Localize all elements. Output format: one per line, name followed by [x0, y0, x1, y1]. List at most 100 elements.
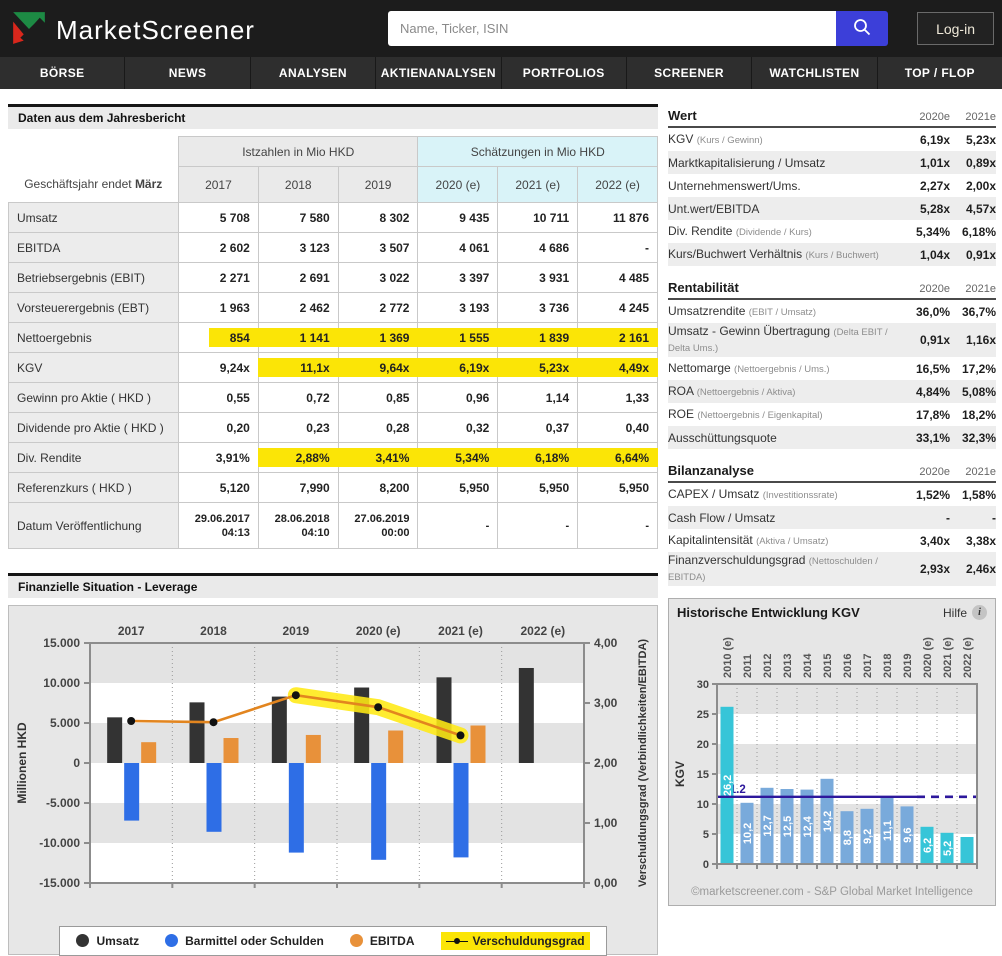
- nav-item-aktienanalysen[interactable]: AKTIENANALYSEN: [376, 57, 502, 89]
- x-tick-label: 2021 (e): [438, 624, 483, 638]
- side-row-value: 17,2%: [961, 361, 996, 376]
- cell-value: 7,990: [257, 472, 339, 503]
- cell-value: 6,19x: [417, 352, 499, 383]
- nav-item-portfolios[interactable]: PORTFOLIOS: [502, 57, 627, 89]
- y-left-tick: 5.000: [50, 716, 80, 730]
- row-label: EBITDA: [8, 232, 179, 263]
- bar-EBITDA: [223, 738, 239, 763]
- nav-item-b-rse[interactable]: BÖRSE: [0, 57, 126, 89]
- side-row-label: Finanzverschuldungsgrad (Nettoschulden /…: [668, 553, 878, 583]
- search-input[interactable]: [388, 11, 836, 46]
- highlight-marker: [417, 328, 499, 347]
- cell-value: 3 736: [497, 292, 579, 323]
- search-button[interactable]: [836, 11, 888, 46]
- side-row-value: -: [992, 510, 996, 525]
- side-row-label: Umsatzrendite (EBIT / Umsatz): [668, 303, 817, 318]
- nav-item-news[interactable]: NEWS: [125, 57, 251, 89]
- cell-value: 11 876: [577, 202, 658, 233]
- kgv-bar: [780, 789, 794, 864]
- side-table-row: ROA (Nettoergebnis / Aktiva) 4,84% 5,08%: [668, 380, 996, 403]
- nav-item-analysen[interactable]: ANALYSEN: [251, 57, 377, 89]
- cell-value: 6,18%: [497, 442, 579, 473]
- side-row-value: -: [946, 510, 950, 525]
- side-table-row: Kapitalintensität (Aktiva / Umsatz) 3,40x…: [668, 529, 996, 552]
- login-button[interactable]: Log-in: [917, 12, 994, 45]
- help-link[interactable]: Hilfe: [942, 605, 967, 620]
- cell-value: -: [497, 502, 579, 549]
- cell-value: 1 369: [337, 322, 419, 353]
- year-header: 2017: [178, 166, 259, 203]
- y-tick-label: 10: [697, 799, 709, 811]
- side-row-value: 0,91x: [919, 333, 950, 347]
- nav-item-top-flop[interactable]: TOP / FLOP: [904, 66, 975, 80]
- y-tick-label: 5: [703, 829, 709, 841]
- y-left-tick: -5.000: [46, 796, 80, 810]
- kgv-history-chart: 2010 (e) 2011 2012 2013 2014 2015 2016 2017 2018…: [673, 637, 978, 871]
- legend-line-dot-icon: [445, 938, 468, 945]
- kgv-history-panel: Historische Entwicklung KGV Hilfe i 2010…: [668, 598, 996, 906]
- bar-Barmittel oder Schulden: [453, 763, 469, 858]
- cell-value: 0,40: [577, 412, 658, 443]
- cell-value: 0,28: [337, 412, 419, 443]
- year-header-row: Geschäftsjahr endet März 2017 2018 2019 202…: [8, 166, 658, 203]
- legend-item-barmittel-oder-schulden: Barmittel oder Schulden: [165, 934, 324, 948]
- highlight-marker: [337, 448, 419, 467]
- side-row-value: 5,08%: [961, 384, 996, 399]
- group-estimate-header: Schätzungen in Mio HKD: [417, 136, 658, 167]
- year-header: 2022 (e): [577, 166, 658, 203]
- cell-value: 1 555: [417, 322, 499, 353]
- marketscreener-logo[interactable]: MarketScreener: [10, 9, 255, 52]
- side-table-row: Kurs/Buchwert Verhältnis (Kurs / Buchwer…: [668, 243, 996, 266]
- side-table-row: Nettomarge (Nettoergebnis / Ums.) 16,5% 17…: [668, 357, 996, 380]
- x-tick-label: 2018: [200, 624, 227, 638]
- bar-EBITDA: [470, 725, 486, 763]
- side-table-title: Bilanzanalyse: [668, 463, 754, 478]
- cell-value: 1 141: [257, 322, 339, 353]
- y-left-tick: 15.000: [43, 636, 80, 650]
- cell-value: -: [417, 502, 499, 549]
- side-table-row: Ausschüttungsquote 33,1% 32,3%: [668, 426, 996, 449]
- kgv-bar: [940, 832, 954, 864]
- leverage-chart-panel: 2017 2018 2019 2020 (e) 2021 (e) 2022 (e) -15.…: [8, 605, 658, 956]
- cell-value: 5,23x: [497, 352, 579, 383]
- cell-value: 1 963: [178, 292, 259, 323]
- y-right-tick: 2,00: [594, 756, 618, 770]
- side-row-label: KGV (Kurs / Gewinn): [668, 131, 763, 146]
- nav-item-screener[interactable]: SCREENER: [627, 57, 753, 89]
- kgv-bar-label: 26,2: [722, 775, 734, 796]
- y-right-tick: 0,00: [594, 876, 618, 890]
- line-marker: [374, 703, 383, 712]
- kgv-bar: [800, 789, 814, 864]
- cell-value: 5,34%: [417, 442, 499, 473]
- x-tick-label: 2017: [862, 654, 874, 678]
- nav-item-watchlisten[interactable]: WATCHLISTEN: [752, 57, 878, 89]
- side-table-rentabilität: Rentabilität 2020e 2021e Umsatzrendite (EBI…: [668, 276, 996, 449]
- cell-value: 1,14: [497, 382, 579, 413]
- fiscal-year-label: Geschäftsjahr endet März: [8, 166, 179, 203]
- side-row-value: 1,58%: [961, 487, 996, 502]
- side-row-label: Nettomarge (Nettoergebnis / Ums.): [668, 360, 830, 375]
- cell-value: 4,49x: [577, 352, 658, 383]
- cell-value: 3,41%: [337, 442, 419, 473]
- side-row-value: 1,52%: [915, 487, 950, 502]
- y-left-axis-label: Millionen HKD: [15, 722, 29, 804]
- table-row: Vorsteuerergebnis (EBT) 1 963 2 462 2 772 3 …: [8, 292, 658, 323]
- cell-value: 0,85: [337, 382, 419, 413]
- kgv-bar: [960, 837, 974, 864]
- cell-value: 6,64%: [577, 442, 658, 473]
- row-label: Div. Rendite: [8, 442, 179, 473]
- cell-value: 5,120: [178, 472, 259, 503]
- cell-value: 4 686: [497, 232, 579, 263]
- bar-Umsatz: [107, 717, 123, 763]
- side-row-value: 33,1%: [915, 430, 950, 445]
- side-table-row: Unternehmenswert/Ums. 2,27x 2,00x: [668, 174, 996, 197]
- side-row-value: 4,84%: [915, 384, 950, 399]
- cell-value: 2 691: [257, 262, 339, 293]
- bar-Barmittel oder Schulden: [371, 763, 387, 860]
- table-row: KGV 9,24x 11,1x 9,64x 6,19x 5,23x 4,49x: [8, 352, 658, 383]
- cell-value: 0,55: [178, 382, 259, 413]
- info-icon[interactable]: i: [972, 605, 987, 620]
- side-table-row: Unt.wert/EBITDA 5,28x 4,57x: [668, 197, 996, 220]
- y-right-tick: 1,00: [594, 816, 618, 830]
- bar-EBITDA: [141, 742, 157, 763]
